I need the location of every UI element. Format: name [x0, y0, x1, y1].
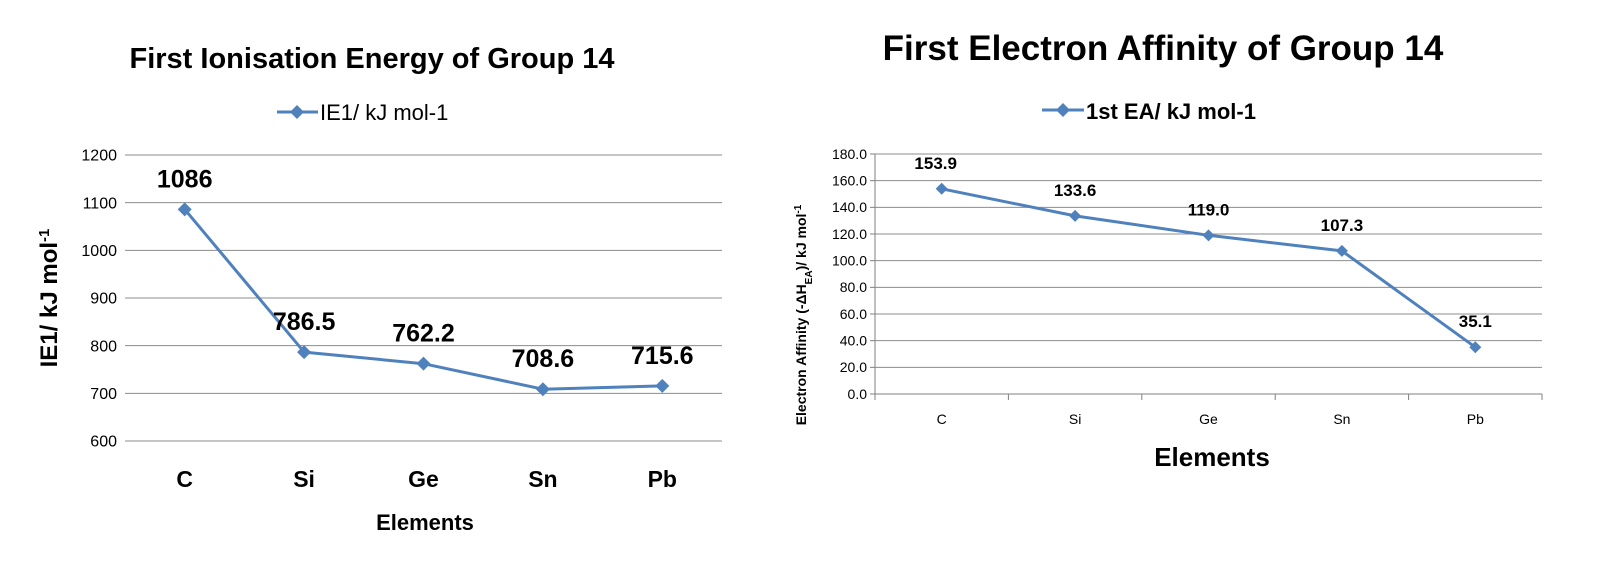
c2-y-tick-label: 120.0	[832, 226, 867, 242]
c1-data-label: 786.5	[273, 308, 336, 336]
chart2-series	[935, 182, 1482, 354]
chart1-legend-marker	[290, 105, 304, 119]
chart2-y-axis-title-part1: Electron Affinity (-ΔH	[793, 284, 809, 425]
chart2-legend: 1st EA/ kJ mol-1	[1042, 99, 1256, 124]
chart1-x-axis-title: Elements	[376, 510, 474, 535]
chart2-y-ticks: 0.0 20.0 40.0 60.0 80.0 100.0 120.0 140.0 160.0 1…	[832, 146, 867, 402]
c2-data-label: 107.3	[1321, 216, 1364, 235]
c2-y-tick-label: 80.0	[840, 279, 867, 295]
electron-affinity-chart: First Electron Affinity of Group 14 1st …	[793, 29, 1543, 472]
chart1-series	[177, 202, 670, 397]
chart2-y-axis-title-part2: )/ kJ mol	[793, 214, 809, 271]
c2-data-point	[1335, 244, 1348, 257]
chart1-legend-label: IE1/ kJ mol-1	[320, 100, 448, 125]
c1-x-tick-label: C	[176, 466, 193, 492]
c2-x-tick-label: Si	[1069, 411, 1081, 427]
c1-data-point	[416, 356, 431, 371]
c2-y-tick-label: 60.0	[840, 306, 867, 322]
chart1-y-ticks: 600 700 800 900 1000 1100 1200	[81, 148, 117, 451]
c2-data-point	[1469, 341, 1482, 354]
c2-data-label: 119.0	[1188, 200, 1230, 219]
c1-x-tick-label: Sn	[528, 466, 557, 492]
c2-y-tick-label: 20.0	[840, 359, 867, 375]
c1-data-label: 708.6	[512, 345, 575, 373]
c1-data-point	[297, 345, 312, 360]
chart1-gridlines	[125, 154, 722, 442]
c1-data-label: 1086	[157, 165, 213, 193]
c1-x-tick-label: Pb	[648, 466, 677, 492]
c2-data-point	[1069, 209, 1082, 222]
c2-data-point	[1202, 229, 1215, 242]
chart1-x-ticks: C Si Ge Sn Pb	[176, 466, 677, 492]
c2-y-tick-label: 100.0	[832, 253, 867, 269]
c1-x-tick-label: Si	[293, 466, 315, 492]
chart2-legend-label: 1st EA/ kJ mol-1	[1086, 99, 1256, 124]
c1-y-tick-label: 1100	[83, 195, 118, 212]
chart1-y-axis-title-main: IE1/ kJ mol	[36, 242, 63, 367]
chart2-y-axis-title-sub: EA	[804, 270, 815, 284]
chart2-legend-marker	[1056, 103, 1070, 117]
c2-x-tick-label: C	[937, 411, 947, 427]
c1-y-tick-label: 600	[90, 434, 117, 451]
c2-data-label: 153.9	[914, 154, 957, 173]
chart2-y-axis-title: Electron Affinity (-ΔHEA)/ kJ mol-1	[793, 204, 815, 425]
c2-x-tick-label: Pb	[1467, 411, 1484, 427]
c2-data-label: 35.1	[1459, 312, 1492, 331]
c2-x-tick-label: Ge	[1199, 411, 1218, 427]
chart2-x-axis-title: Elements	[1154, 442, 1270, 472]
chart2-y-axis-title-sup: -1	[793, 204, 804, 213]
chart1-title: First Ionisation Energy of Group 14	[130, 43, 615, 75]
c1-y-tick-label: 800	[90, 338, 117, 355]
c2-y-tick-label: 160.0	[832, 173, 867, 189]
chart1-y-axis-title-sup: -1	[36, 229, 53, 242]
chart2-title: First Electron Affinity of Group 14	[883, 29, 1444, 68]
c1-data-label: 762.2	[392, 320, 455, 348]
c1-y-tick-label: 1000	[81, 243, 117, 260]
c1-y-tick-label: 900	[90, 291, 117, 308]
c1-x-tick-label: Ge	[408, 466, 439, 492]
chart1-legend: IE1/ kJ mol-1	[277, 100, 448, 125]
ionisation-energy-chart: First Ionisation Energy of Group 14 IE1/…	[36, 43, 722, 535]
chart1-data-labels: 1086 786.5 762.2 708.6 715.6	[157, 165, 694, 373]
c1-data-point	[655, 378, 670, 393]
c1-data-point	[177, 202, 192, 217]
chart2-data-labels: 153.9 133.6 119.0 107.3 35.1	[914, 154, 1491, 331]
c2-data-point	[935, 182, 948, 195]
c1-y-tick-label: 1200	[81, 148, 117, 165]
c1-y-tick-label: 700	[90, 386, 117, 403]
c1-data-label: 715.6	[631, 342, 694, 370]
c2-x-tick-label: Sn	[1333, 411, 1350, 427]
c2-y-tick-label: 140.0	[832, 199, 867, 215]
c1-data-point	[535, 382, 550, 397]
chart2-gridlines	[870, 153, 1543, 400]
c2-data-label: 133.6	[1054, 181, 1097, 200]
c2-y-tick-label: 0.0	[848, 386, 868, 402]
chart1-y-axis-title: IE1/ kJ mol-1	[36, 229, 64, 368]
c2-y-tick-label: 40.0	[840, 333, 867, 349]
c2-y-tick-label: 180.0	[832, 146, 867, 162]
chart2-x-ticks: C Si Ge Sn Pb	[937, 411, 1484, 427]
